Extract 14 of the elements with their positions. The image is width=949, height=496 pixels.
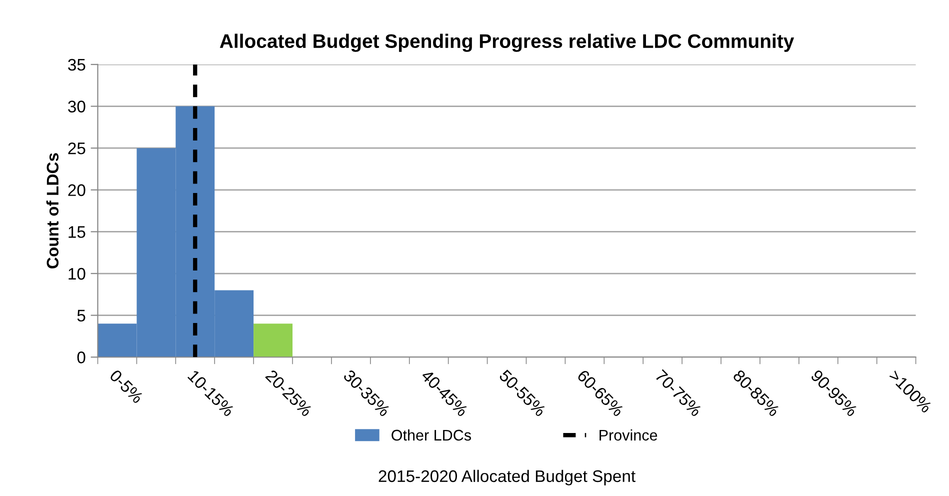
y-tick-label: 35 (68, 58, 86, 71)
y-axis-title: Count of LDCs (46, 153, 59, 268)
legend-label: Province (600, 429, 658, 441)
y-tick-label: 30 (68, 100, 86, 112)
y-tick-label: 25 (68, 142, 86, 154)
y-tick-label: 20 (68, 184, 86, 196)
y-tick-label: 10 (68, 268, 86, 280)
bar (254, 324, 293, 358)
legend-label: Other LDCs (392, 429, 471, 441)
y-tick-label: 15 (68, 226, 86, 238)
x-axis-title: 2015-2020 Allocated Budget Spent (378, 470, 636, 486)
y-tick-label: 0 (77, 352, 86, 364)
y-tick-label: 5 (77, 310, 86, 322)
chart-title: Allocated Budget Spending Progress relative LDC Community (220, 34, 794, 52)
